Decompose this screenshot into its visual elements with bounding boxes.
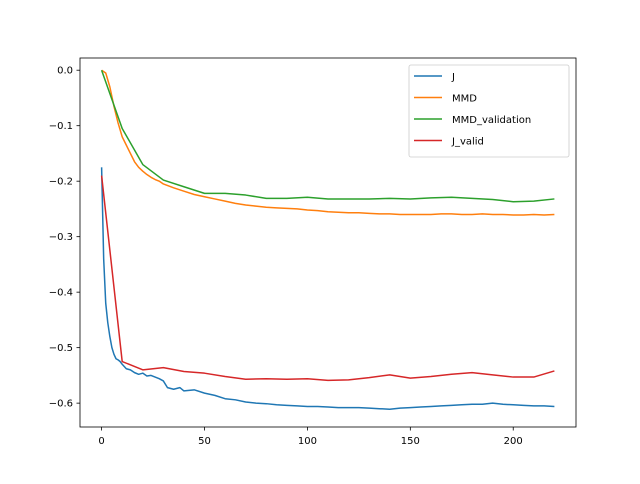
x-tick-label: 100	[298, 436, 317, 447]
series-line-mmd	[101, 69, 555, 216]
legend-box	[408, 64, 570, 158]
legend-label: MMD_validation	[452, 115, 531, 126]
series-lines	[100, 69, 555, 410]
x-axis-ticks: 0 50 100 150 200	[98, 427, 523, 447]
y-tick-label: −0.1	[49, 121, 73, 132]
axes-frame	[79, 57, 577, 428]
legend-label: J_valid	[451, 137, 484, 148]
y-tick-label: −0.5	[49, 343, 73, 354]
series-line-j	[100, 167, 555, 410]
legend-label: MMD	[452, 94, 477, 105]
x-tick-label: 150	[401, 436, 420, 447]
y-axis-ticks: 0.0 −0.1 −0.2 −0.3 −0.4 −0.5 −0.6	[49, 66, 80, 410]
plot-frame	[79, 57, 577, 428]
y-tick-label: −0.6	[49, 399, 73, 410]
legend: J MMD MMD_validation J_valid	[408, 64, 570, 158]
x-tick-label: 50	[198, 436, 211, 447]
series-line-mmd-validation	[100, 69, 555, 203]
y-tick-label: −0.2	[49, 177, 73, 188]
legend-label: J	[451, 72, 455, 83]
series-line-j-valid	[100, 175, 555, 382]
x-tick-label: 0	[98, 436, 104, 447]
x-tick-label: 200	[504, 436, 523, 447]
y-tick-label: −0.4	[49, 288, 73, 299]
y-tick-label: 0.0	[57, 66, 73, 77]
y-tick-label: −0.3	[49, 232, 73, 243]
